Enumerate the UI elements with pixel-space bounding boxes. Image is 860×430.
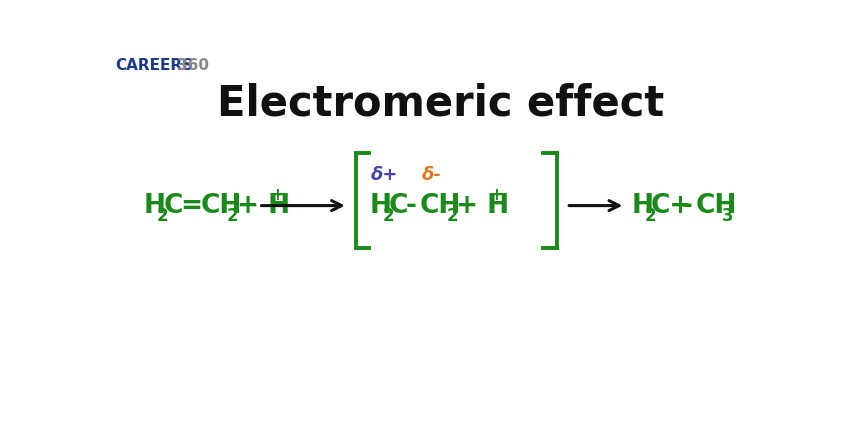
Text: 360: 360 [177, 58, 209, 73]
Text: + H: + H [457, 193, 509, 218]
Text: H: H [370, 193, 391, 218]
Text: 2: 2 [446, 207, 458, 225]
Text: CAREERS: CAREERS [115, 58, 194, 73]
Text: H: H [144, 193, 166, 218]
Text: CH: CH [420, 193, 461, 218]
Text: C: C [389, 193, 408, 218]
Text: CH: CH [200, 193, 242, 218]
Text: 2: 2 [645, 207, 656, 225]
Text: +: + [270, 186, 284, 204]
Text: δ+: δ+ [371, 166, 398, 184]
Text: + H: + H [237, 193, 290, 218]
Text: C: C [163, 193, 182, 218]
Text: +: + [489, 186, 503, 204]
Text: 2: 2 [227, 207, 238, 225]
Text: -: - [406, 193, 417, 218]
Text: C+: C+ [651, 193, 692, 218]
Text: 2: 2 [157, 207, 169, 225]
Text: H: H [631, 193, 654, 218]
Text: Electromeric effect: Electromeric effect [217, 83, 665, 124]
Text: δ-: δ- [422, 166, 442, 184]
Text: CH: CH [696, 193, 737, 218]
Text: =: = [181, 193, 202, 218]
Text: -: - [682, 193, 692, 218]
Text: 2: 2 [383, 207, 394, 225]
Text: 3: 3 [722, 207, 734, 225]
